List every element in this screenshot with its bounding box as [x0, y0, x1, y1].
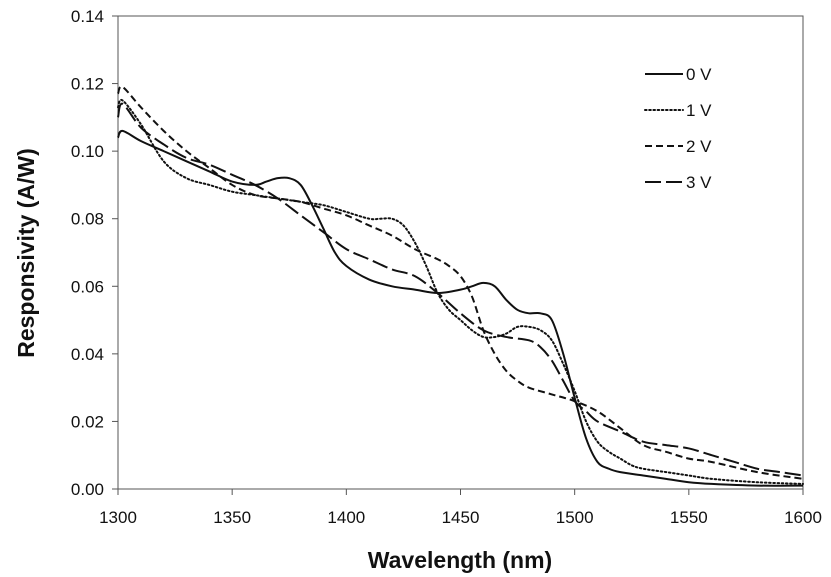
y-axis-title: Responsivity (A/W) [13, 148, 39, 358]
x-tick-label: 1400 [327, 508, 365, 527]
x-tick-label: 1300 [99, 508, 137, 527]
x-tick-label: 1450 [442, 508, 480, 527]
legend-label: 3 V [686, 173, 712, 192]
y-tick-label: 0.14 [71, 7, 104, 26]
series-layer [117, 85, 804, 487]
series-line-1v [117, 98, 804, 485]
y-tick-label: 0.06 [71, 277, 104, 296]
y-tick-label: 0.12 [71, 75, 104, 94]
x-tick-label: 1350 [213, 508, 251, 527]
legend-label: 2 V [686, 137, 712, 156]
y-tick-label: 0.10 [71, 142, 104, 161]
legend-label: 1 V [686, 101, 712, 120]
y-tick-label: 0.00 [71, 480, 104, 499]
series-line-3v [117, 102, 804, 477]
series-line-0v [117, 129, 804, 487]
y-tick-label: 0.02 [71, 412, 104, 431]
plot-border [117, 15, 804, 490]
y-tick-label: 0.08 [71, 210, 104, 229]
x-tick-label: 1550 [670, 508, 708, 527]
y-axis: 0.00 0.02 0.04 0.06 0.08 0.10 0.12 0.14 [71, 7, 118, 499]
series-line-2v [117, 85, 804, 480]
y-tick-label: 0.04 [71, 345, 104, 364]
legend-label: 0 V [686, 65, 712, 84]
x-axis: 1300 1350 1400 1450 1500 1550 1600 [99, 489, 822, 527]
x-tick-label: 1500 [556, 508, 594, 527]
x-axis-title: Wavelength (nm) [368, 547, 552, 573]
x-tick-label: 1600 [784, 508, 822, 527]
plot-area [117, 15, 804, 490]
legend: 0 V 1 V 2 V 3 V [644, 65, 712, 192]
